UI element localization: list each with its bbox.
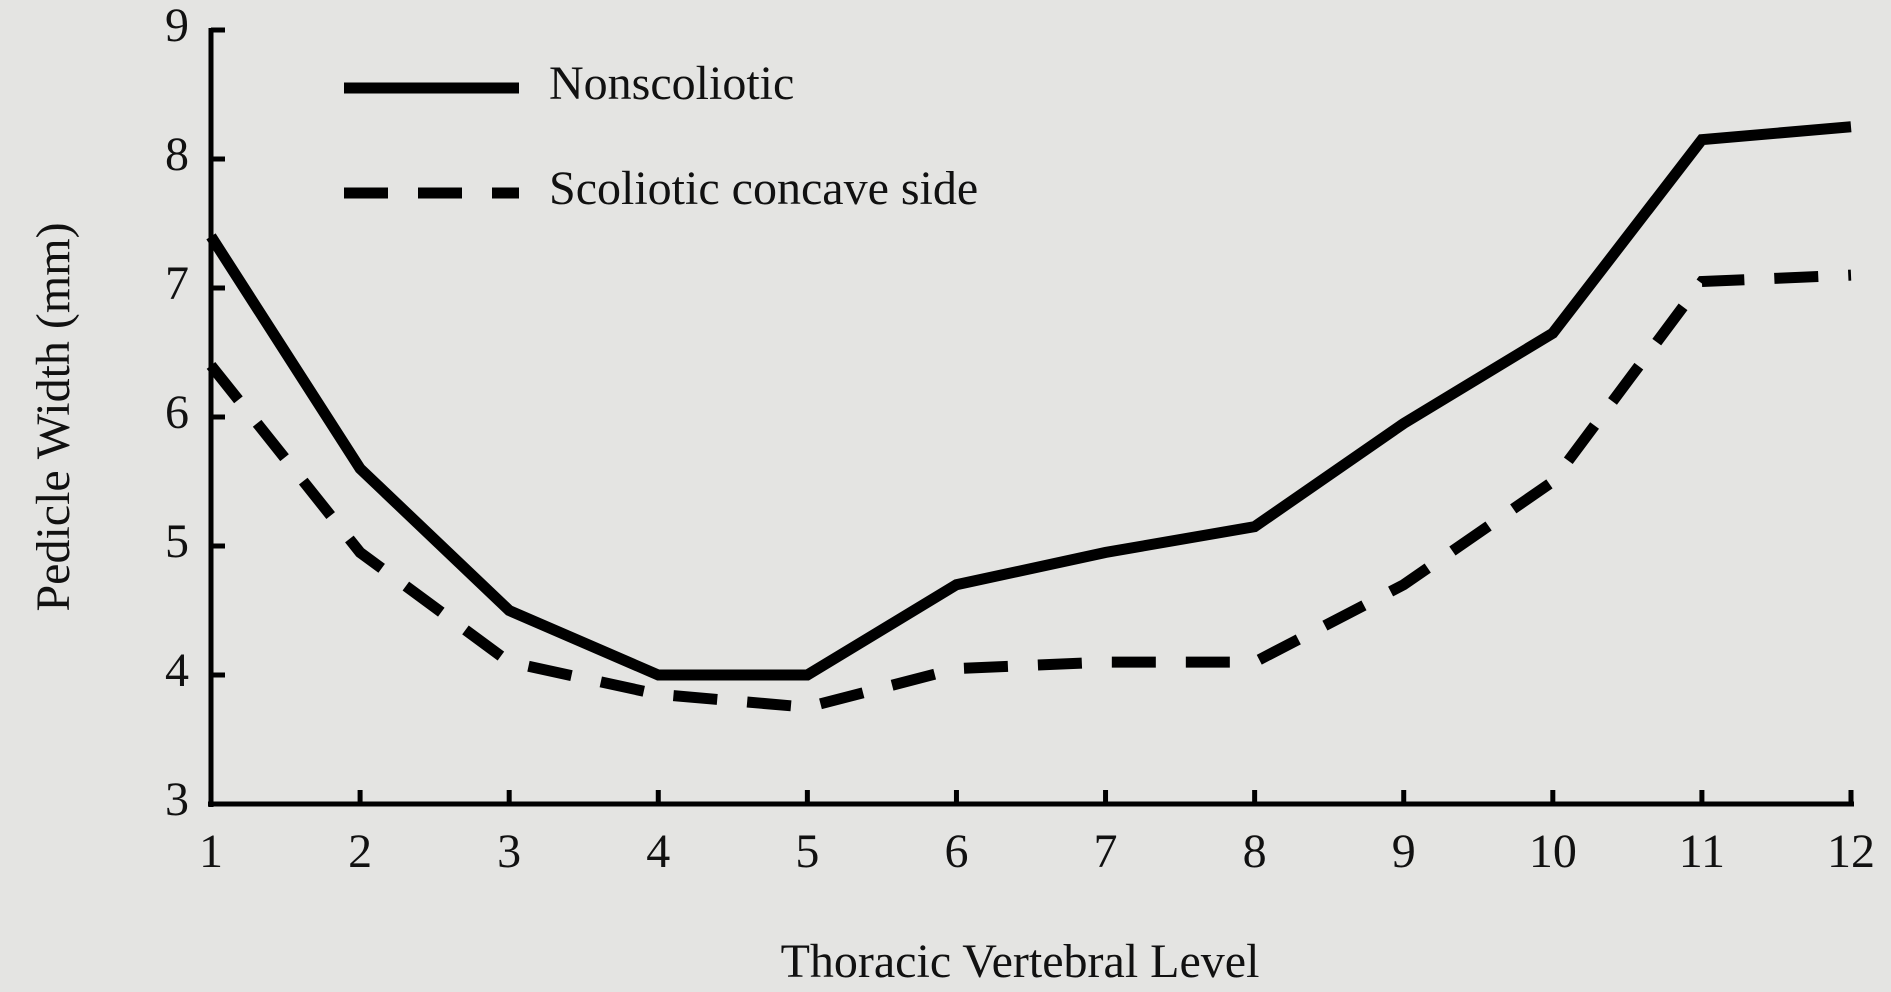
y-tick-label: 6: [165, 386, 189, 439]
legend-label: Scoliotic concave side: [549, 162, 978, 215]
chart: Thoracic Vertebral Level Pedicle Width (…: [0, 0, 1891, 992]
x-tick-label: 7: [1094, 825, 1118, 878]
y-tick-label: 5: [165, 515, 189, 568]
y-tick-label: 7: [165, 257, 189, 310]
legend-label: Nonscoliotic: [549, 57, 794, 110]
x-tick-label: 3: [497, 825, 521, 878]
x-tick-label: 2: [348, 825, 372, 878]
y-tick-label: 4: [165, 644, 189, 697]
x-tick-label: 6: [944, 825, 968, 878]
x-tick-label: 11: [1679, 825, 1725, 878]
x-tick-label: 4: [646, 825, 670, 878]
x-tick-label: 10: [1529, 825, 1577, 878]
x-tick-label: 1: [199, 825, 223, 878]
y-axis-label: Pedicle Width (mm): [27, 222, 80, 611]
x-tick-label: 8: [1243, 825, 1267, 878]
x-tick-label: 12: [1827, 825, 1875, 878]
x-tick-label: 9: [1392, 825, 1416, 878]
y-tick-label: 3: [165, 773, 189, 826]
y-tick-label: 8: [165, 128, 189, 181]
x-axis-label: Thoracic Vertebral Level: [781, 935, 1260, 988]
x-tick-label: 5: [795, 825, 819, 878]
y-tick-label: 9: [165, 0, 189, 52]
